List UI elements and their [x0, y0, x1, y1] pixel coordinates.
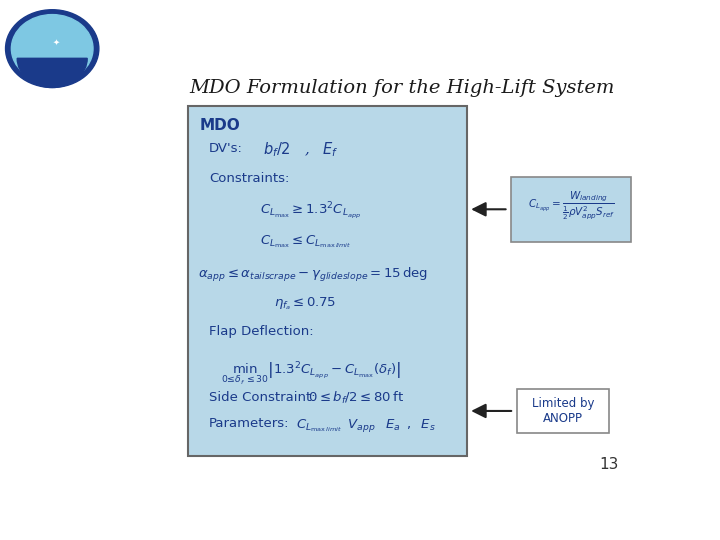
Text: Limited by
ANOPP: Limited by ANOPP	[531, 397, 594, 425]
Text: $\min_{0 \leq \delta_f \leq 30} \left|1.3^2 C_{L_{app}} - C_{L_{\max}}\left(\del: $\min_{0 \leq \delta_f \leq 30} \left|1.…	[221, 360, 401, 387]
Text: Flap Deflection:: Flap Deflection:	[209, 325, 313, 338]
Text: Side Constraint:: Side Constraint:	[209, 391, 315, 404]
Text: $C_{L_{\max}} \geq 1.3^2 C_{L_{app}}$: $C_{L_{\max}} \geq 1.3^2 C_{L_{app}}$	[260, 200, 361, 221]
FancyBboxPatch shape	[511, 177, 631, 241]
FancyBboxPatch shape	[517, 389, 609, 433]
Text: DV's:: DV's:	[209, 141, 243, 155]
Text: $C_{L_{app}} = \dfrac{W_{landing}}{\frac{1}{2}\rho V_{app}^2 S_{ref}}$: $C_{L_{app}} = \dfrac{W_{landing}}{\frac…	[528, 190, 615, 222]
Text: $C_{L_{\max}} \leq C_{L_{\max\,limit}}$: $C_{L_{\max}} \leq C_{L_{\max\,limit}}$	[260, 233, 351, 250]
FancyBboxPatch shape	[188, 106, 467, 456]
Text: 13: 13	[599, 457, 618, 472]
Wedge shape	[17, 58, 87, 87]
Text: $\alpha_{app} \leq \alpha_{tailscrape} - \gamma_{glideslope} = 15\,\mathrm{deg}$: $\alpha_{app} \leq \alpha_{tailscrape} -…	[198, 266, 428, 285]
Text: Constraints:: Constraints:	[209, 172, 289, 185]
Circle shape	[12, 15, 93, 83]
Text: ✦: ✦	[53, 38, 60, 46]
Text: MDO: MDO	[200, 118, 240, 133]
Text: $\eta_{f_a} \leq 0.75$: $\eta_{f_a} \leq 0.75$	[274, 295, 336, 312]
Text: Parameters:: Parameters:	[209, 417, 289, 430]
Text: MDO Formulation for the High-Lift System: MDO Formulation for the High-Lift System	[190, 79, 615, 97]
Circle shape	[6, 10, 99, 87]
Text: $C_{L_{\max\,limit}}\;\; V_{app}\;\;\; E_a \;\;,\;\; E_s$: $C_{L_{\max\,limit}}\;\; V_{app}\;\;\; E…	[297, 417, 436, 434]
Text: $b_f/2$   ,   $E_f$: $b_f/2$ , $E_f$	[263, 140, 338, 159]
Text: $0 \leq b_f / 2 \leq 80\,\mathrm{ft}$: $0 \leq b_f / 2 \leq 80\,\mathrm{ft}$	[307, 390, 404, 407]
